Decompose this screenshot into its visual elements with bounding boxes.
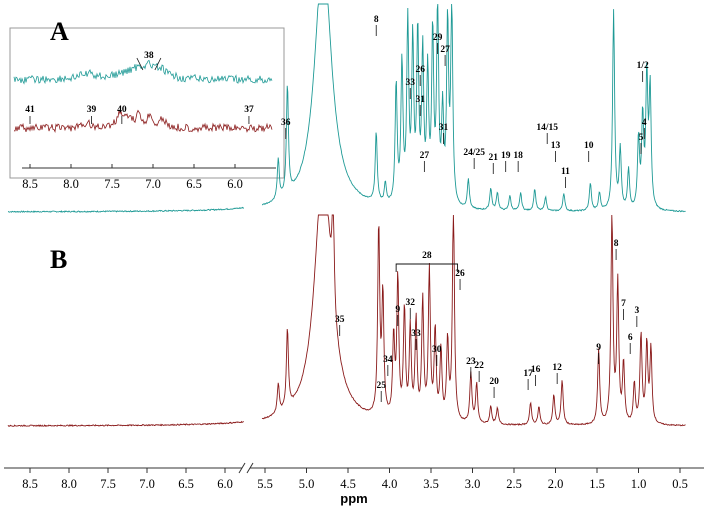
inset-peak-labels: 38 41 39 40 37 [25,51,254,124]
peak-label-a: 13 [551,141,561,151]
bracket-28-line [395,263,459,272]
inset-trace-b [13,109,273,133]
inset-peak-label: 39 [87,105,97,115]
bracket-28 [395,263,459,272]
spectrum-trace-a [7,3,686,213]
peak-label-b: 6 [628,333,633,343]
peak-label-b: 33 [411,329,421,339]
inset-label-leader [154,57,162,71]
inset-frame [9,27,285,179]
axis-break-mark [246,462,254,474]
peak-label-b: 28 [422,251,432,261]
x-tick-label: 7.5 [100,477,116,491]
peak-label-b: 22 [474,361,484,371]
peak-label-a: 1/2 [637,61,649,71]
x-tick-label: 5.5 [257,477,273,491]
axis-break-mark [238,462,246,474]
peak-labels-a: 36 8 33 26 31 29 27 27 31 24/25 21 19 18 14/15 13 11 10 1… [281,15,649,188]
x-tick-label: 6.0 [217,477,233,491]
inset-tick-label: 6.5 [186,177,202,191]
peak-label-b: 3 [634,306,639,316]
peak-label-a: 31 [439,123,449,133]
peak-label-a: 14/15 [536,123,558,133]
peak-label-a: 4 [642,118,647,128]
x-tick-label: 1.0 [631,477,647,491]
peak-label-b: 9 [596,343,601,353]
peak-label-b: 30 [432,345,442,355]
peak-label-a: 33 [406,78,416,88]
x-tick-label: 3.5 [423,477,439,491]
x-tick-label: 2.5 [506,477,522,491]
inset-label-leader [136,57,144,71]
peak-label-a: 26 [415,65,425,75]
inset-tick-label: 6.0 [227,177,243,191]
x-tick-label: 8.5 [22,477,38,491]
peak-label-b: 35 [335,315,345,325]
panel-letters: AB [50,17,69,274]
inset-tick-label: 8.5 [22,177,38,191]
peak-label-b: 20 [489,377,499,387]
peak-label-a: 24/25 [463,148,485,158]
peak-label-a: 5 [639,133,644,143]
peak-label-b: 12 [552,363,562,373]
x-tick-label: 7.0 [139,477,155,491]
aromatic-region-inset: 8.5 8.0 7.5 7.0 6.5 6.0 38 41 39 40 37 [9,27,285,191]
peak-label-a: 29 [433,33,443,43]
peak-label-b: 34 [383,355,393,365]
peak-label-a: 27 [440,45,450,55]
peak-label-b: 26 [455,269,465,279]
peak-label-b: 32 [406,298,416,308]
spectrum-trace-b [7,214,686,428]
inset-tick-label: 8.0 [63,177,79,191]
inset-trace-a [13,59,273,85]
peak-label-a: 10 [584,141,594,151]
peak-label-a: 31 [415,95,425,105]
peak-label-b: 17 [523,369,533,379]
x-axis: 8.5 8.0 7.5 7.0 6.5 6.0 5.5 5.0 4.5 4.0 3.5 3.0 2.5 2… [4,462,704,491]
peak-label-b: 23 [466,357,476,367]
x-ticks: 8.5 8.0 7.5 7.0 6.5 6.0 5.5 5.0 4.5 4.0 3.5 3.0 2.5 2… [22,468,688,491]
inset-peak-label: 37 [244,105,254,115]
peak-label-a: 21 [489,153,499,163]
x-tick-label: 5.0 [299,477,315,491]
peak-label-a: 36 [281,118,291,128]
peak-label-b: 25 [376,381,386,391]
peak-label-a: 18 [513,151,523,161]
x-tick-label: 4.0 [382,477,398,491]
x-axis-title: ppm [340,491,367,506]
peak-label-a: 8 [374,15,379,25]
inset-peak-label: 40 [117,105,127,115]
panel-letter-b: B [50,245,67,274]
peak-label-a: 27 [420,151,430,161]
x-tick-label: 3.0 [465,477,481,491]
x-tick-label: 2.0 [548,477,564,491]
inset-peak-label: 38 [144,51,154,61]
x-tick-label: 0.5 [672,477,688,491]
peak-label-b: 16 [531,365,541,375]
inset-peak-label: 41 [25,105,35,115]
x-tick-label: 6.5 [178,477,194,491]
x-axis-break [238,462,254,474]
panel-letter-a: A [50,17,69,46]
inset-tick-label: 7.0 [145,177,161,191]
x-tick-label: 8.0 [61,477,77,491]
inset-x-ticks: 8.5 8.0 7.5 7.0 6.5 6.0 [22,164,243,191]
x-tick-label: 1.5 [589,477,605,491]
peak-label-b: 7 [621,299,626,309]
inset-tick-label: 7.5 [104,177,120,191]
peak-label-a: 11 [561,167,570,177]
x-tick-label: 4.5 [340,477,356,491]
peak-label-b: 9 [395,305,400,315]
peak-label-a: 19 [501,151,511,161]
peak-label-b: 8 [614,239,619,249]
